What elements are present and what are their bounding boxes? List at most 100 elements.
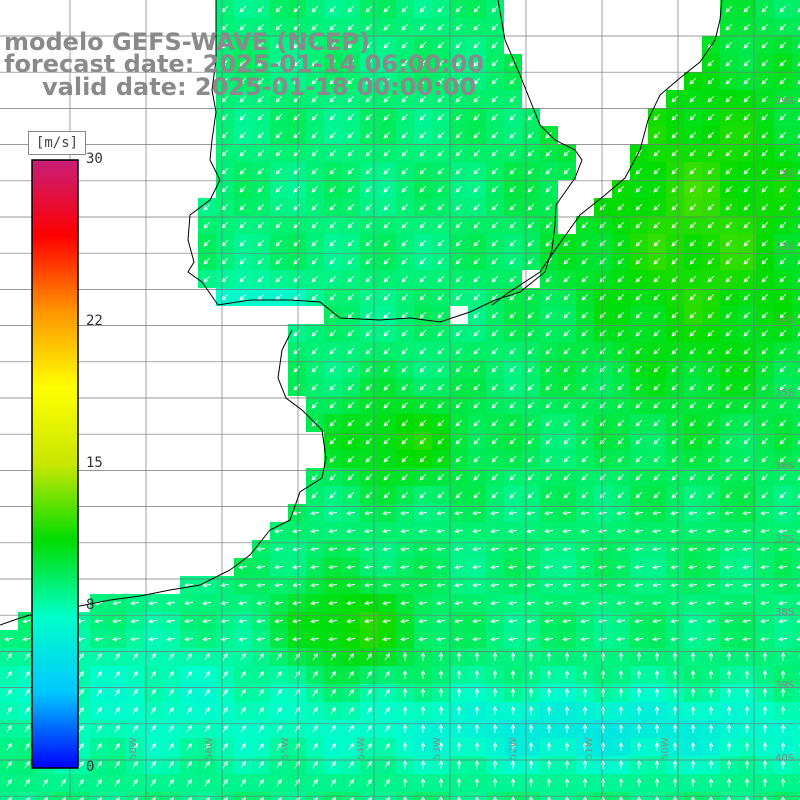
wind-arrow	[347, 383, 355, 391]
wind-arrow	[654, 742, 660, 751]
wind-arrow	[96, 706, 102, 715]
wind-arrow	[456, 796, 462, 800]
wind-arrow	[563, 401, 571, 409]
wind-arrow	[132, 760, 138, 769]
wind-arrow	[258, 724, 264, 733]
wind-arrow	[6, 688, 12, 697]
wind-arrow	[259, 796, 264, 800]
wind-arrow	[401, 257, 409, 265]
wind-arrow	[780, 724, 786, 733]
wind-arrow	[779, 311, 787, 319]
wind-arrow	[742, 636, 752, 642]
wind-arrow	[797, 439, 800, 445]
wind-arrow	[671, 455, 679, 463]
wind-arrow	[383, 41, 391, 49]
wind-arrow	[509, 77, 517, 85]
wind-arrow	[528, 652, 534, 661]
wind-arrow	[689, 347, 697, 355]
wind-arrow	[383, 455, 391, 463]
wind-arrow	[617, 221, 625, 229]
wind-arrow	[581, 347, 589, 355]
wind-arrow	[653, 149, 661, 157]
wind-arrow	[671, 401, 679, 409]
wind-arrow	[654, 760, 660, 769]
wind-arrow	[744, 652, 750, 661]
wind-arrow	[401, 59, 409, 67]
wind-arrow	[257, 131, 265, 139]
wind-arrow	[274, 582, 284, 588]
wind-arrow	[708, 778, 714, 787]
wind-arrow	[779, 383, 787, 391]
wind-arrow	[652, 636, 662, 642]
wind-speed-cell	[792, 576, 800, 594]
longitude-label: 55W	[280, 737, 291, 760]
wind-arrow	[726, 724, 732, 733]
wind-arrow	[724, 564, 734, 570]
wind-arrow	[580, 528, 590, 534]
wind-arrow	[598, 636, 608, 642]
wind-arrow	[581, 437, 589, 445]
wind-arrow	[436, 618, 446, 624]
wind-arrow	[258, 760, 264, 769]
wind-arrow	[780, 760, 786, 769]
wind-arrow	[401, 491, 409, 499]
wind-arrow	[474, 724, 480, 733]
wind-arrow	[275, 239, 283, 247]
wind-arrow	[114, 652, 120, 661]
wind-arrow	[672, 724, 678, 733]
wind-arrow	[545, 185, 553, 193]
wind-arrow	[708, 724, 714, 733]
wind-speed-cell	[792, 522, 800, 540]
wind-arrow	[79, 796, 84, 800]
wind-arrow	[689, 95, 697, 103]
wind-arrow	[402, 706, 408, 715]
wind-speed-cell	[792, 720, 800, 738]
wind-arrow	[706, 636, 716, 642]
wind-arrow	[797, 7, 800, 13]
wind-arrow	[418, 618, 428, 624]
wind-arrow	[401, 383, 409, 391]
wind-arrow	[365, 329, 373, 337]
wind-arrow	[546, 760, 552, 769]
wind-arrow	[7, 796, 12, 800]
wind-arrow	[294, 670, 300, 679]
wind-arrow	[365, 419, 373, 427]
wind-arrow	[509, 491, 517, 499]
wind-arrow	[293, 59, 301, 67]
wind-arrow	[401, 131, 409, 139]
colorbar-tick-label: 30	[86, 151, 103, 167]
wind-arrow	[689, 149, 697, 157]
wind-arrow	[562, 546, 572, 552]
wind-arrow	[330, 688, 336, 697]
wind-arrow	[419, 23, 427, 31]
wind-arrow	[383, 185, 391, 193]
wind-arrow	[383, 365, 391, 373]
wind-arrow	[401, 473, 409, 481]
wind-arrow	[347, 491, 355, 499]
wind-arrow	[401, 455, 409, 463]
wind-arrow	[562, 636, 572, 642]
wind-arrow	[689, 167, 697, 175]
wind-arrow	[510, 688, 516, 697]
wind-arrow	[616, 618, 626, 624]
wind-arrow	[293, 221, 301, 229]
wind-arrow	[492, 742, 498, 751]
wind-arrow	[168, 652, 174, 661]
wind-arrow	[598, 546, 608, 552]
wind-arrow	[690, 760, 696, 769]
wind-arrow	[564, 652, 570, 661]
wind-arrow	[707, 275, 715, 283]
wind-arrow	[689, 257, 697, 265]
wind-arrow	[257, 185, 265, 193]
wind-arrow	[527, 239, 535, 247]
wind-arrow	[582, 778, 588, 787]
wind-arrow	[384, 706, 390, 715]
wind-arrow	[437, 347, 445, 355]
wind-arrow	[708, 670, 714, 679]
wind-arrow	[581, 365, 589, 373]
wind-arrow	[599, 329, 607, 337]
wind-arrow	[778, 528, 788, 534]
wind-arrow	[761, 311, 769, 319]
wind-arrow	[617, 203, 625, 211]
